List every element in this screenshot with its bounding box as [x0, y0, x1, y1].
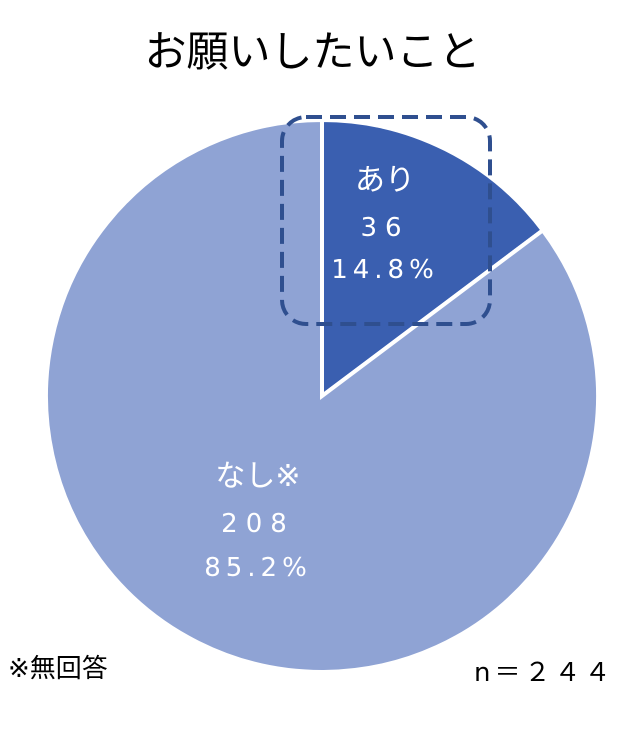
highlight-box — [280, 115, 492, 326]
total-count: n＝２４４ — [474, 658, 615, 688]
slice-value-ari: 36 — [360, 213, 409, 243]
slice-label-nashi: なし※ — [215, 459, 300, 494]
chart-title: お願いしたいこと — [144, 27, 481, 76]
pie-slice-0 — [320, 117, 546, 401]
pie-slice-1 — [44, 117, 600, 674]
slice-value-nashi: 208 — [221, 509, 295, 539]
slice-percent-ari: 14.8% — [331, 255, 439, 285]
slice-percent-nashi: 85.2% — [204, 553, 312, 583]
slice-label-ari: あり — [355, 163, 415, 198]
footnote: ※無回答 — [8, 654, 108, 684]
